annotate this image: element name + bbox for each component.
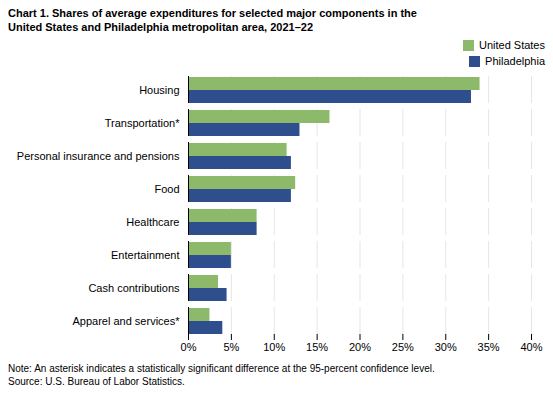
svg-text:25%: 25%: [392, 341, 414, 353]
svg-text:15%: 15%: [306, 341, 328, 353]
html-text:United States: United States: [479, 39, 545, 51]
html-text:Philadelphia: Philadelphia: [485, 55, 545, 67]
svg-text:Healthcare: Healthcare: [126, 216, 179, 228]
html-text:Note: An asterisk indicates a: Note: An asterisk indicates a statistica…: [8, 363, 435, 374]
svg-text:Cash contributions: Cash contributions: [88, 282, 180, 294]
svg-text:0%: 0%: [181, 341, 197, 353]
svg-text:Transportation*: Transportation*: [105, 117, 181, 129]
svg-text:5%: 5%: [223, 341, 239, 353]
svg-text:Entertainment: Entertainment: [111, 249, 179, 261]
svg-text:Personal insurance and pension: Personal insurance and pensions: [17, 150, 180, 162]
svg-text:20%: 20%: [349, 341, 371, 353]
html-text:Source: U.S. Bureau of Labor S: Source: U.S. Bureau of Labor Statistics.: [8, 376, 185, 387]
svg-text:30%: 30%: [435, 341, 457, 353]
html-text:Chart 1. Shares of average exp: Chart 1. Shares of average expenditures …: [8, 7, 417, 33]
svg-text:Food: Food: [154, 183, 179, 195]
svg-text:40%: 40%: [520, 341, 542, 353]
svg-text:Housing: Housing: [139, 84, 179, 96]
svg-text:35%: 35%: [478, 341, 500, 353]
svg-text:10%: 10%: [263, 341, 285, 353]
svg-text:Apparel and services*: Apparel and services*: [72, 315, 180, 327]
